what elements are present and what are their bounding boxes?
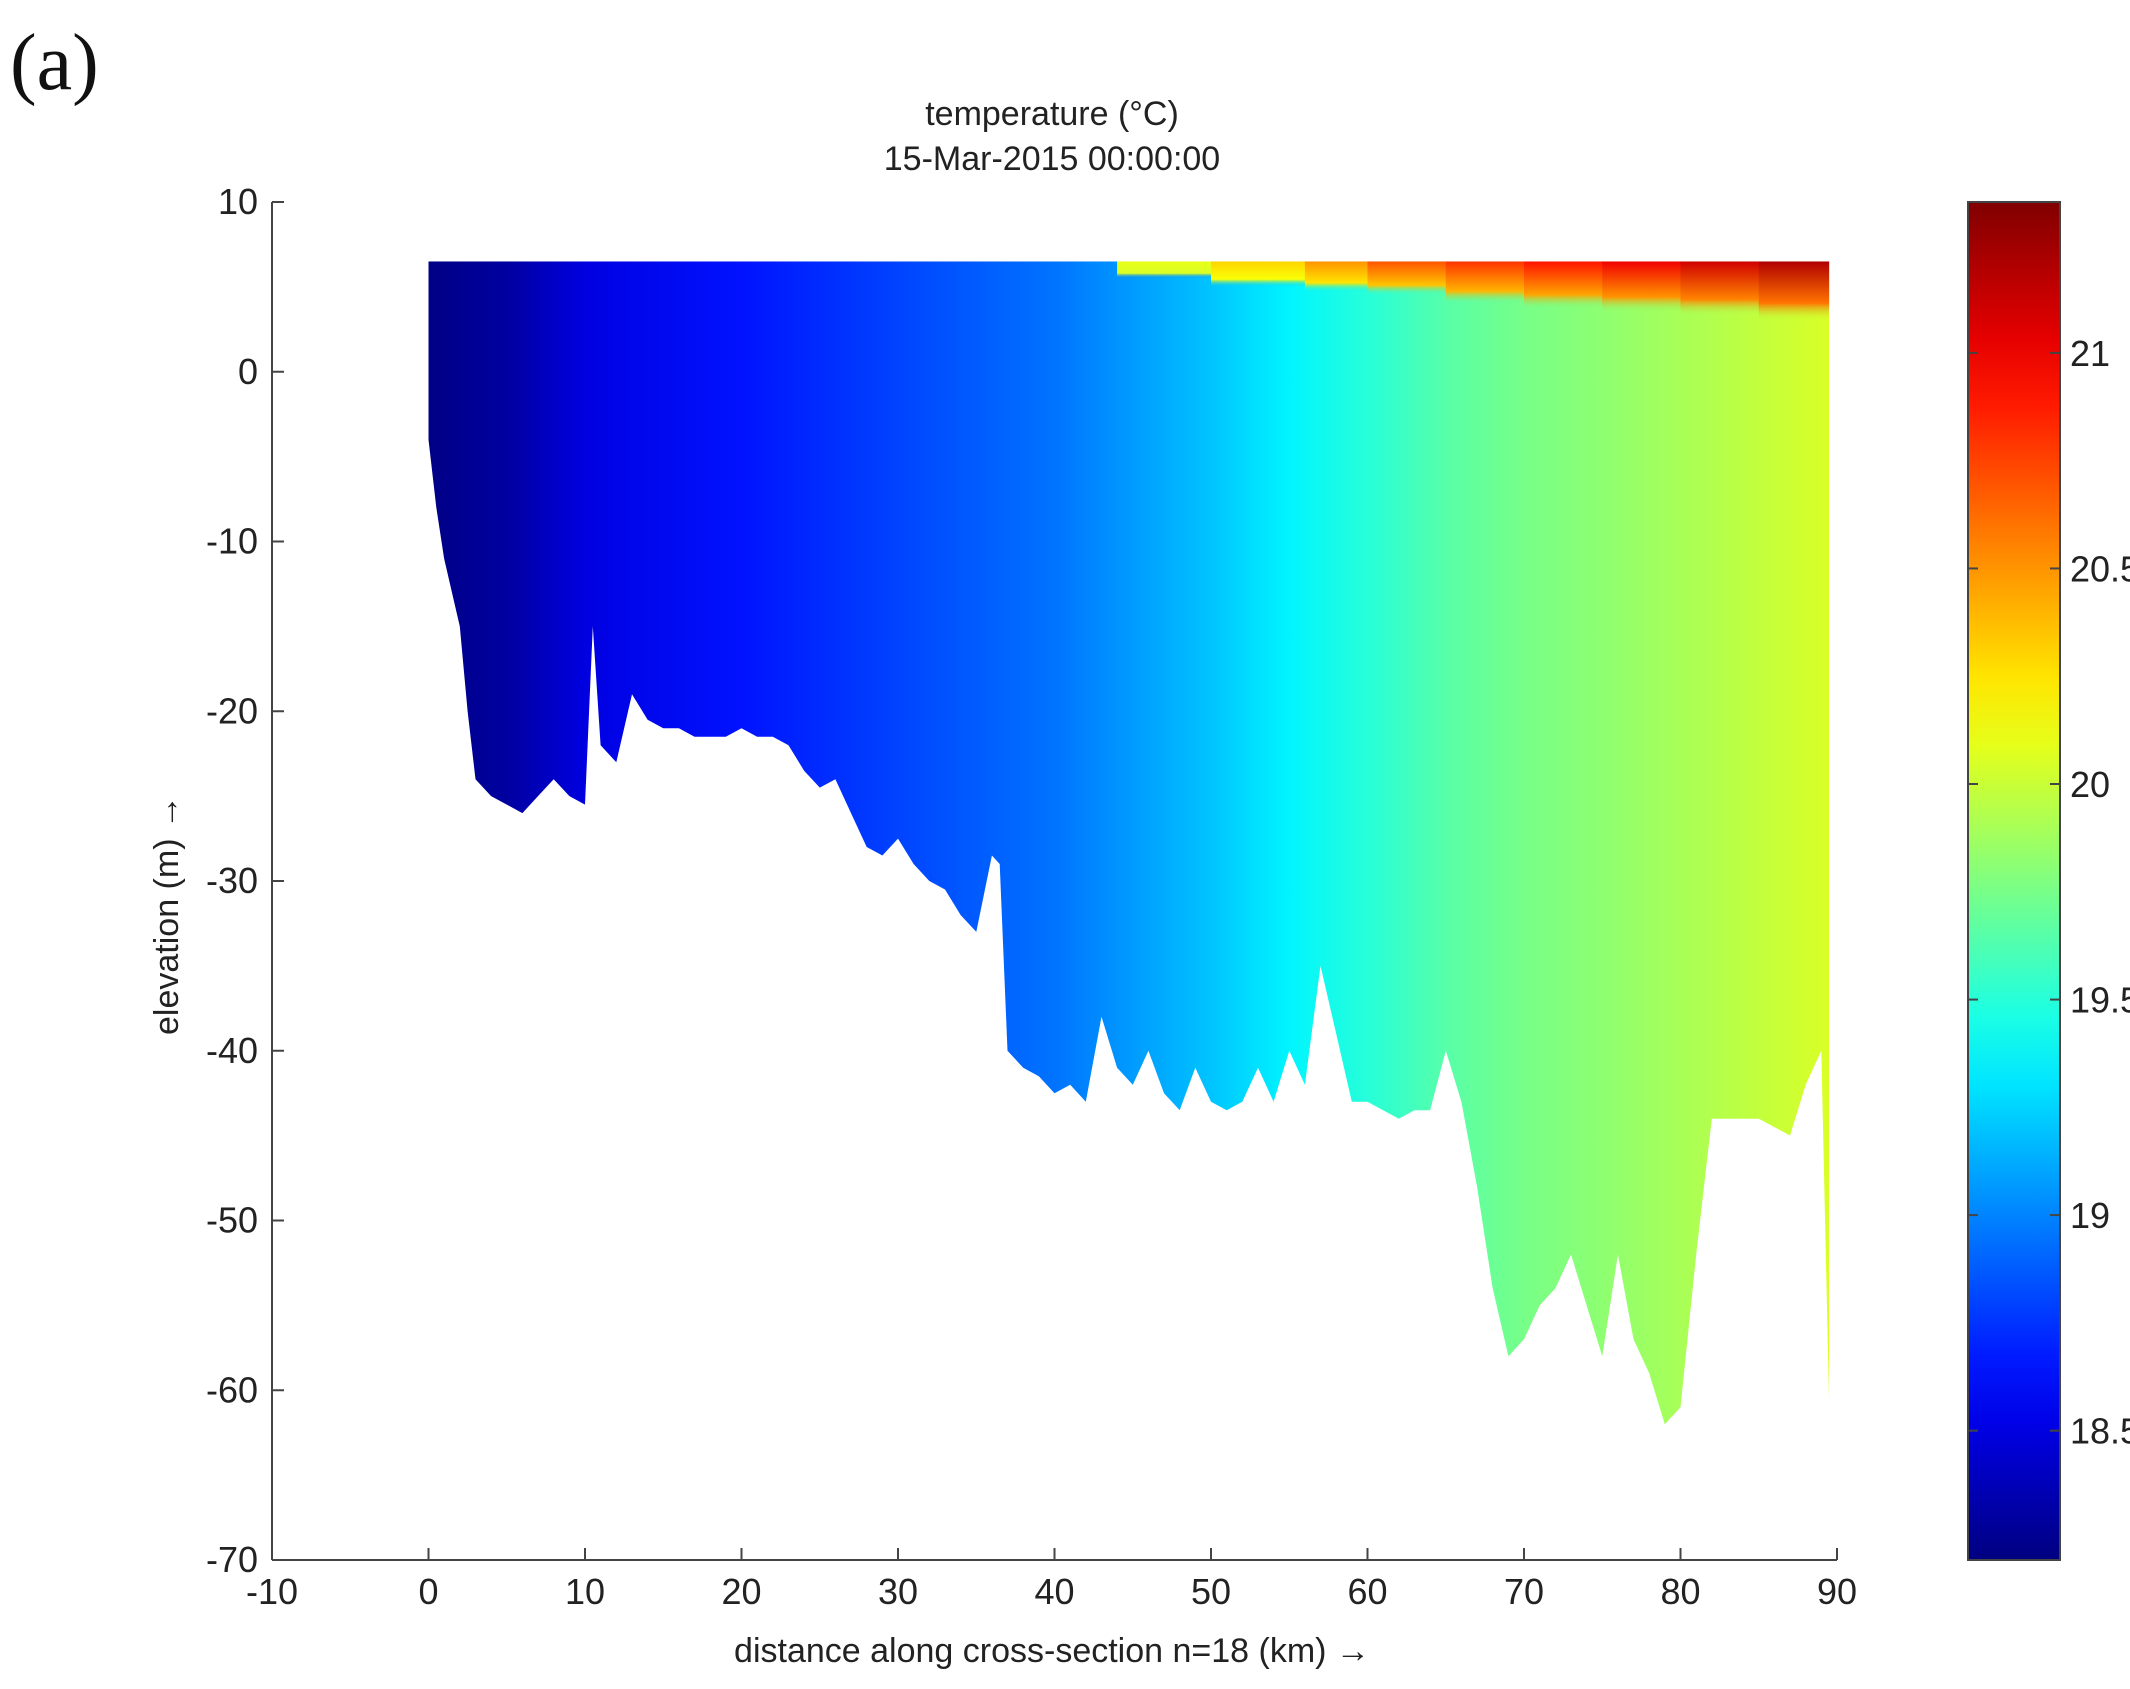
warm-layer-slice — [1211, 261, 1306, 287]
x-tick-label: 70 — [1504, 1571, 1544, 1612]
colorbar-ticks: 18.5 19 19.5 20 20.5 21 — [1968, 333, 2130, 1452]
y-tick-label: -50 — [206, 1200, 258, 1241]
y-tick-label: -70 — [206, 1539, 258, 1580]
x-tick-label: 60 — [1347, 1571, 1387, 1612]
y-axis-title: elevation (m) → — [148, 795, 186, 1035]
colorbar: 18.5 19 19.5 20 20.5 21 — [1967, 201, 2130, 1561]
x-tick-label: 50 — [1191, 1571, 1231, 1612]
y-tick-label: -10 — [206, 521, 258, 562]
warm-layer-slice — [1680, 261, 1760, 316]
x-tick-label: 10 — [565, 1571, 605, 1612]
chart-subtitle: 15-Mar-2015 00:00:00 — [884, 140, 1220, 178]
y-tick-label: 10 — [218, 181, 258, 222]
section-temperature-fill — [428, 261, 1830, 1425]
warm-layer-slice — [1117, 261, 1212, 279]
warm-layer-slice — [1524, 261, 1604, 309]
panel-label: (a) — [10, 19, 99, 107]
x-tick-label: 90 — [1817, 1571, 1857, 1612]
x-tick-label: 40 — [1034, 1571, 1074, 1612]
colorbar-tick-label: 19.5 — [2070, 980, 2130, 1021]
y-tick-label: -40 — [206, 1030, 258, 1071]
x-tick-label: 30 — [878, 1571, 918, 1612]
chart-title: temperature (°C) — [925, 95, 1179, 133]
warm-layer-slice — [1367, 261, 1447, 296]
section-fill — [428, 261, 1830, 1425]
axes: -10 0 10 20 30 40 50 60 70 80 90 100-10-20-30-40-5… — [206, 181, 1857, 1612]
colorbar-tick-label: 19 — [2070, 1195, 2110, 1236]
x-tick-label: 80 — [1660, 1571, 1700, 1612]
warm-layer-slice — [1758, 261, 1830, 321]
y-ticks: 10 0 -10 -20 -30 -40 -50 -60 -70 — [206, 181, 284, 1580]
x-tick-label: 0 — [418, 1571, 438, 1612]
x-axis-title: distance along cross-section n=18 (km) → — [734, 1632, 1370, 1670]
warm-layer-slice — [1602, 261, 1682, 313]
colorbar-tick-label: 20.5 — [2070, 548, 2130, 589]
colorbar-scale — [1967, 201, 2061, 1561]
colorbar-tick-label: 18.5 — [2070, 1411, 2130, 1452]
colorbar-tick-label: 21 — [2070, 333, 2110, 374]
x-tick-label: 20 — [721, 1571, 761, 1612]
warm-layer-slice — [1304, 261, 1369, 292]
y-tick-label: -20 — [206, 690, 258, 731]
surface-warm-layer — [1117, 261, 1830, 321]
warm-layer-slice — [1445, 261, 1525, 304]
x-ticks: -10 0 10 20 30 40 50 60 70 80 90 — [246, 1548, 1857, 1612]
y-tick-label: -30 — [206, 860, 258, 901]
x-tick-label: -10 — [246, 1571, 298, 1612]
colorbar-tick-label: 20 — [2070, 764, 2110, 805]
y-tick-label: 0 — [238, 351, 258, 392]
y-tick-label: -60 — [206, 1369, 258, 1410]
